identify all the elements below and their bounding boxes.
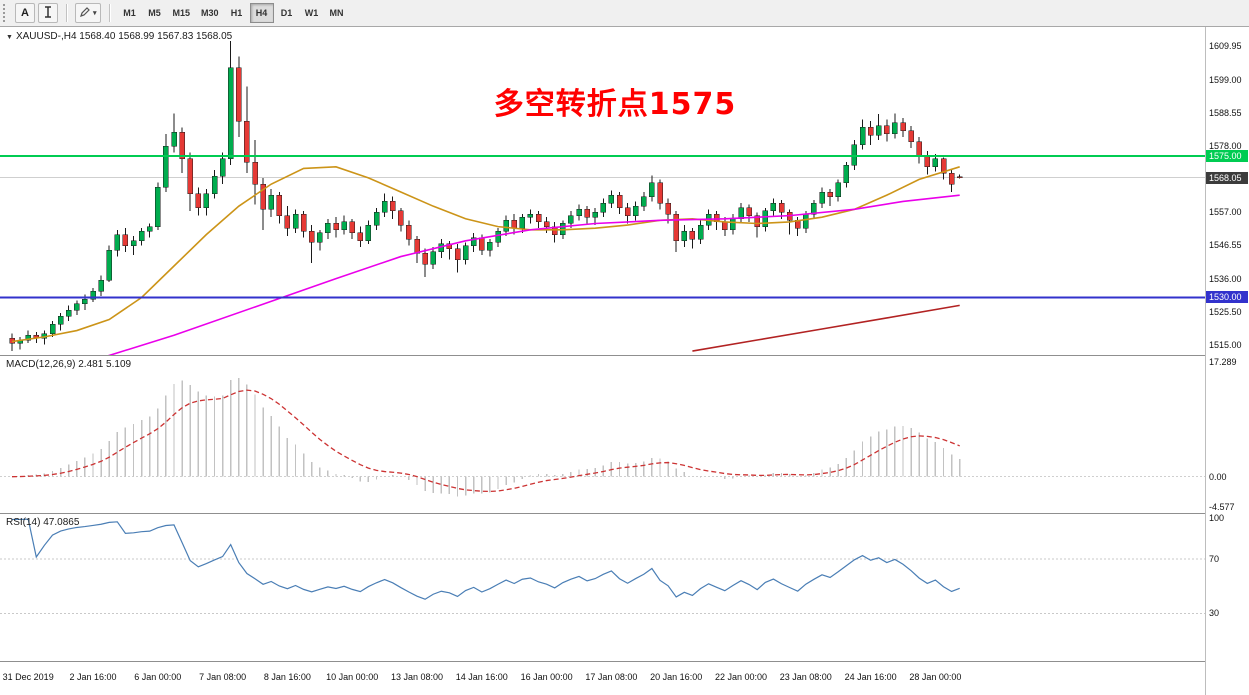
time-axis-label: 16 Jan 00:00 — [520, 672, 573, 682]
price-axis-tick: 1578.00 — [1209, 141, 1242, 152]
price-axis-tick: 1599.00 — [1209, 75, 1242, 86]
time-axis-label: 28 Jan 00:00 — [909, 672, 962, 682]
price-axis-tick: 1588.55 — [1209, 108, 1242, 119]
toolbar: A ▾ M1 M5 M15 M30 H1 H4 D1 W1 MN — [0, 0, 1249, 27]
chart-area: ▼ XAUUSD-,H4 1568.40 1568.99 1567.83 1568… — [0, 27, 1249, 695]
time-axis-label: 13 Jan 08:00 — [390, 672, 444, 682]
draw-tool-button[interactable]: ▾ — [75, 3, 101, 23]
chart-title: ▼ XAUUSD-,H4 1568.40 1568.99 1567.83 1568… — [6, 31, 232, 42]
hline-price-badge: 1530.00 — [1206, 291, 1248, 304]
time-axis-label: 22 Jan 00:00 — [714, 672, 768, 682]
timeframe-button-m1[interactable]: M1 — [118, 3, 142, 23]
chart-title-text: XAUUSD-,H4 1568.40 1568.99 1567.83 1568.… — [15, 31, 233, 42]
cursor-tool-button[interactable] — [38, 3, 58, 23]
pencil-icon — [79, 6, 91, 21]
price-axis-tick: 1609.95 — [1209, 40, 1242, 51]
text-cursor-icon — [43, 5, 53, 22]
price-axis-tick: 1515.00 — [1209, 339, 1242, 350]
price-axis-tick: 1525.50 — [1209, 306, 1242, 317]
timeframe-button-h1[interactable]: H1 — [225, 3, 249, 23]
toolbar-separator — [108, 4, 110, 22]
toolbar-grip[interactable] — [3, 4, 10, 22]
timeframe-button-w1[interactable]: W1 — [300, 3, 324, 23]
current-price-badge: 1568.05 — [1206, 171, 1248, 184]
price-axis-tick: 1557.00 — [1209, 207, 1242, 218]
time-axis-label: 17 Jan 08:00 — [585, 672, 638, 682]
macd-axis-label: 17.289 — [1209, 356, 1237, 367]
price-axis-tick: 1536.00 — [1209, 273, 1242, 284]
price-annotation-text: 多空转折点1575 — [493, 87, 737, 122]
macd-axis-label: 0.00 — [1209, 471, 1227, 482]
rsi-axis-label: 100 — [1209, 513, 1225, 524]
time-axis-label: 14 Jan 16:00 — [455, 672, 508, 682]
rsi-indicator-panel[interactable] — [0, 514, 1205, 661]
rsi-label: RSI(14) 47.0865 — [6, 517, 80, 528]
time-axis-label: 10 Jan 00:00 — [326, 672, 379, 682]
price-axis-tick: 1546.55 — [1209, 240, 1242, 251]
rsi-axis-label: 30 — [1209, 608, 1220, 619]
rsi-axis-label: 70 — [1209, 553, 1220, 564]
hline-price-badge: 1575.00 — [1206, 149, 1248, 162]
time-axis-label: 7 Jan 08:00 — [199, 672, 247, 682]
macd-label: MACD(12,26,9) 2.481 5.109 — [6, 359, 132, 370]
timeframe-button-m15[interactable]: M15 — [168, 3, 196, 23]
chevron-down-icon: ▾ — [93, 10, 97, 17]
timeframe-button-h4[interactable]: H4 — [249, 3, 274, 23]
time-axis-label: 2 Jan 16:00 — [69, 672, 117, 682]
panel-separator[interactable] — [0, 661, 1249, 662]
text-annotation-tool-button[interactable]: A — [15, 3, 35, 23]
panel-separator[interactable] — [0, 355, 1249, 356]
timeframe-button-m30[interactable]: M30 — [196, 3, 224, 23]
price-axis-column[interactable] — [1205, 27, 1249, 695]
timeframe-button-d1[interactable]: D1 — [275, 3, 299, 23]
time-axis-label: 6 Jan 00:00 — [134, 672, 182, 682]
timeframe-group: M1 M5 M15 M30 H1 H4 D1 W1 MN — [118, 3, 349, 23]
time-axis-label: 20 Jan 16:00 — [650, 672, 703, 682]
time-axis-label: 23 Jan 08:00 — [779, 672, 832, 682]
toolbar-separator — [66, 4, 67, 22]
macd-indicator-panel[interactable] — [0, 356, 1205, 513]
symbol-dropdown-icon[interactable]: ▼ — [6, 34, 13, 41]
macd-axis-label: -4.577 — [1209, 502, 1235, 513]
panel-separator[interactable] — [0, 513, 1249, 514]
time-axis-label: 24 Jan 16:00 — [844, 672, 897, 682]
price-chart-panel[interactable] — [0, 27, 1205, 355]
timeframe-button-m5[interactable]: M5 — [143, 3, 167, 23]
time-axis-label: 8 Jan 16:00 — [263, 672, 311, 682]
time-axis-label: 31 Dec 2019 — [2, 672, 54, 682]
timeframe-button-mn[interactable]: MN — [325, 3, 349, 23]
